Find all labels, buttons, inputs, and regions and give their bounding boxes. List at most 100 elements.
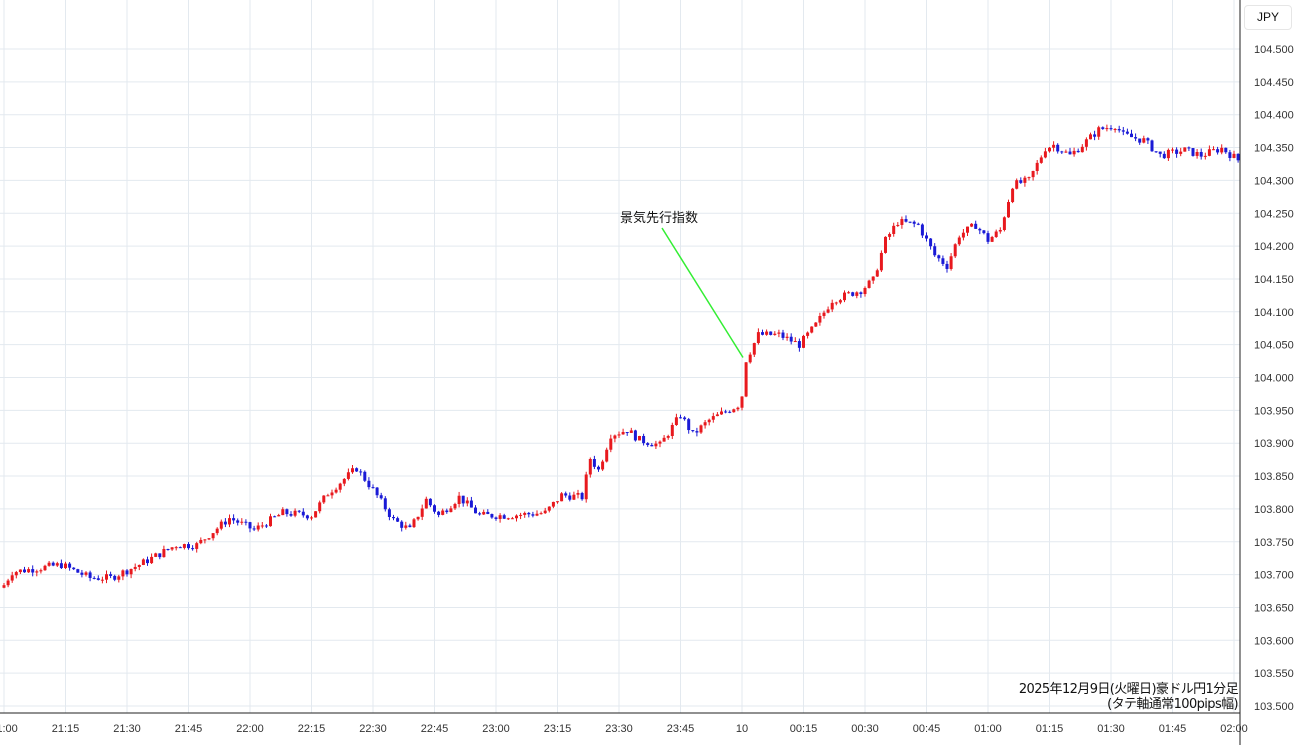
candle-body <box>978 228 982 231</box>
candle-body <box>92 577 96 579</box>
candle-body <box>1093 134 1097 137</box>
candle-body <box>260 525 264 527</box>
candle <box>314 511 318 518</box>
candle <box>953 243 957 259</box>
candle-body <box>1203 155 1207 157</box>
candle-body <box>908 221 912 223</box>
candle <box>412 517 416 529</box>
candle-body <box>1158 151 1162 154</box>
candle-body <box>765 331 769 335</box>
candle-body <box>445 510 449 513</box>
candle <box>236 518 240 526</box>
candle <box>1195 149 1199 159</box>
price-tick-label: 103.500 <box>1254 701 1294 713</box>
candle-body <box>830 302 834 310</box>
candle <box>1175 147 1179 158</box>
candle <box>1109 125 1113 131</box>
candle-body <box>949 256 953 269</box>
candle-body <box>289 514 293 516</box>
candle-body <box>650 445 654 447</box>
candle <box>1121 126 1125 136</box>
candle <box>1191 147 1195 157</box>
candle <box>1015 178 1019 190</box>
candle <box>560 492 564 502</box>
candle-body <box>822 312 826 316</box>
candle <box>396 516 400 523</box>
candle-body <box>1224 147 1228 153</box>
candle-body <box>55 563 59 566</box>
candle-body <box>367 480 371 488</box>
candle-body <box>1195 151 1199 156</box>
candle <box>2 582 6 589</box>
candle <box>564 491 568 498</box>
candle-body <box>215 528 219 534</box>
candle-body <box>105 574 108 580</box>
candle-body <box>6 580 10 586</box>
candle <box>10 571 14 583</box>
candle-body <box>461 495 465 504</box>
candle <box>1117 125 1121 133</box>
candle <box>269 513 272 527</box>
candle-body <box>523 512 527 515</box>
candle <box>113 574 117 582</box>
candle <box>326 493 330 497</box>
price-tick-label: 103.750 <box>1254 537 1294 549</box>
time-tick-label: 01:30 <box>1097 723 1125 735</box>
candle-body <box>621 432 625 435</box>
candle <box>96 575 100 581</box>
candle <box>351 465 354 474</box>
candle <box>871 276 875 284</box>
candle <box>797 338 801 352</box>
candle-body <box>400 521 404 528</box>
candle <box>789 333 793 345</box>
candle <box>601 459 605 471</box>
candle-body <box>756 332 760 344</box>
candle <box>273 515 277 518</box>
candle-body <box>387 509 391 517</box>
currency-label[interactable]: JPY <box>1244 5 1292 30</box>
candle <box>39 568 43 574</box>
candle-body <box>888 233 892 237</box>
candle <box>851 291 855 297</box>
candle <box>863 286 867 297</box>
candle <box>154 552 158 558</box>
candle <box>1072 147 1076 157</box>
time-tick-label: 21:00 <box>0 723 18 735</box>
candle <box>203 539 207 544</box>
candle <box>72 567 76 571</box>
candle <box>88 570 92 582</box>
candle-body <box>797 341 801 348</box>
candle <box>232 514 236 524</box>
candle <box>904 215 908 223</box>
candle <box>31 565 35 577</box>
candle-body <box>510 518 514 520</box>
candle-body <box>761 332 764 335</box>
candle <box>297 510 301 514</box>
candle <box>1019 177 1023 184</box>
candle-body <box>404 525 408 528</box>
candle <box>699 424 703 434</box>
candle-body <box>683 417 687 420</box>
candle <box>1220 144 1224 155</box>
candle-body <box>597 466 600 470</box>
candle <box>535 510 539 517</box>
candle-body <box>896 224 900 226</box>
candle <box>449 505 453 513</box>
candle <box>506 517 510 521</box>
candle-body <box>469 500 473 508</box>
candle <box>584 471 588 503</box>
candle-body <box>884 236 887 253</box>
candle-body <box>584 474 588 500</box>
candle <box>781 329 785 341</box>
candle-body <box>970 223 974 227</box>
price-tick-label: 103.800 <box>1254 504 1294 516</box>
candle-body <box>133 566 137 569</box>
candle-body <box>556 501 559 503</box>
candle <box>707 418 711 426</box>
candle-body <box>1166 149 1170 159</box>
candle-body <box>301 511 305 516</box>
candle-body <box>1232 153 1236 158</box>
candle-body <box>297 510 301 512</box>
candle <box>14 570 18 579</box>
candle-body <box>699 425 703 433</box>
